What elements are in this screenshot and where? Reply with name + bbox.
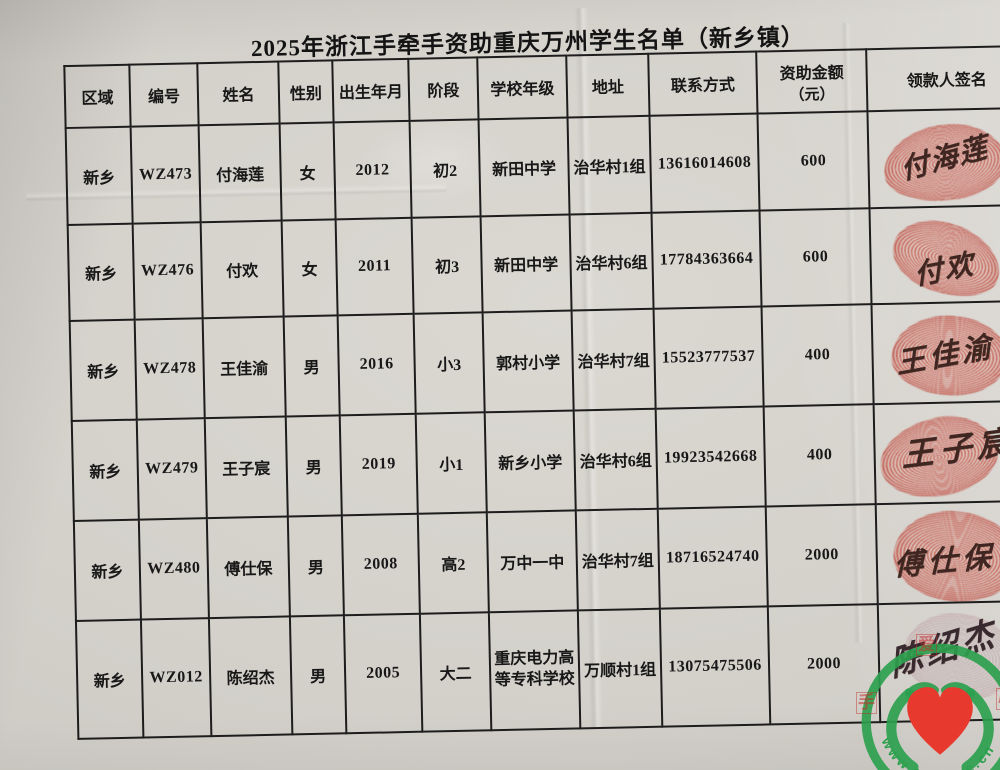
cell-school: 新乡小学 [484,410,576,513]
cell-region: 新乡 [67,223,135,321]
cell-id: WZ480 [138,518,209,620]
cell-birth: 2005 [343,613,423,734]
cell-region: 新乡 [65,126,133,226]
cell-birth: 2011 [335,217,414,316]
cell-signature: 付海莲 [867,107,1000,209]
header-gender: 性别 [278,60,334,124]
cell-id: WZ479 [136,418,207,520]
cell-signature: 付欢 [869,204,1000,305]
cell-birth: 2016 [337,313,416,416]
cell-phone: 13616014608 [649,113,760,213]
cell-signature: 傅仕保 [875,500,1000,605]
cell-signature: 王佳渝 [871,300,1000,405]
cell-amount: 600 [757,111,870,211]
cell-name: 傅仕保 [206,516,290,619]
cell-signature: 陈绍杰 [877,600,1000,723]
table-row: 新乡 WZ480 傅仕保 男 2008 高2 万中一中 治华村7组 187165… [73,500,1000,621]
cell-birth: 2008 [341,513,420,616]
cell-phone: 15523777537 [653,306,764,409]
cell-phone: 19923542668 [655,406,766,509]
header-stage: 阶段 [408,57,479,121]
cell-phone: 13075475506 [659,606,771,727]
cell-school: 新田中学 [480,214,572,313]
cell-gender: 男 [287,515,344,617]
cell-stage: 初3 [411,216,483,314]
cell-stage: 大二 [419,612,492,732]
cell-address: 治华村7组 [575,508,660,611]
cell-gender: 男 [283,315,340,417]
cell-address: 治华村1组 [567,115,652,215]
cell-region: 新乡 [71,419,139,521]
cell-amount: 400 [761,304,874,407]
cell-amount: 2000 [765,504,878,607]
header-phone: 联系方式 [648,51,758,116]
cell-birth: 2012 [333,120,412,220]
cell-name: 付海莲 [198,123,282,223]
header-amount: 资助金额 （元） [756,49,868,114]
cell-stage: 高2 [417,512,489,614]
cell-id: WZ478 [134,318,205,420]
cell-region: 新乡 [73,519,141,621]
cell-school: 郭村小学 [482,310,574,413]
cell-stage: 初2 [409,119,481,218]
cell-school: 重庆电力高等专科学校 [488,610,581,731]
cell-name: 付欢 [200,220,284,319]
cell-school: 新田中学 [478,117,570,217]
header-amount-line1: 资助金额 [779,64,844,83]
cell-address: 治华村7组 [571,308,656,411]
cell-name: 陈绍杰 [208,616,293,737]
cell-signature: 王子宸 [873,400,1000,505]
cell-id: WZ473 [130,125,201,224]
header-region: 区域 [64,64,131,129]
table-row: 新乡 WZ478 王佳渝 男 2016 小3 郭村小学 治华村7组 155237… [69,300,1000,421]
cell-phone: 17784363664 [651,210,762,309]
cell-amount: 600 [759,208,872,307]
cell-school: 万中一中 [486,510,578,613]
cell-phone: 18716524740 [657,506,768,609]
header-school: 学校年级 [477,55,568,120]
cell-address: 治华村6组 [573,408,658,511]
header-signature: 领款人签名 [866,45,1000,112]
cell-gender: 男 [285,415,342,517]
header-birth: 出生年月 [332,58,410,123]
cell-name: 王佳渝 [202,316,286,419]
student-aid-table: 区域 编号 姓名 性别 出生年月 阶段 学校年级 地址 联系方式 资助金额 （元… [63,45,1000,740]
cell-address: 万顺村1组 [577,608,663,729]
cell-id: WZ476 [132,222,203,320]
header-address: 地址 [566,53,650,118]
cell-amount: 2000 [767,604,881,725]
cell-gender: 男 [289,615,347,735]
cell-gender: 女 [279,122,336,221]
header-amount-line2: （元） [789,86,835,104]
cell-address: 治华村6组 [569,212,654,311]
table-row: 新乡 WZ012 陈绍杰 男 2005 大二 重庆电力高等专科学校 万顺村1组 … [75,600,1000,739]
cell-birth: 2019 [339,413,418,516]
header-id: 编号 [129,63,199,127]
cell-name: 王子宸 [204,416,288,519]
cell-id: WZ012 [140,618,212,738]
table-row: 新乡 WZ479 王子宸 男 2019 小1 新乡小学 治华村6组 199235… [71,400,1000,521]
cell-amount: 400 [763,404,876,507]
cell-stage: 小3 [413,312,485,414]
cell-region: 新乡 [69,319,137,421]
header-name: 姓名 [197,61,280,126]
cell-region: 新乡 [75,619,144,739]
cell-stage: 小1 [415,412,487,514]
cell-gender: 女 [281,219,338,317]
